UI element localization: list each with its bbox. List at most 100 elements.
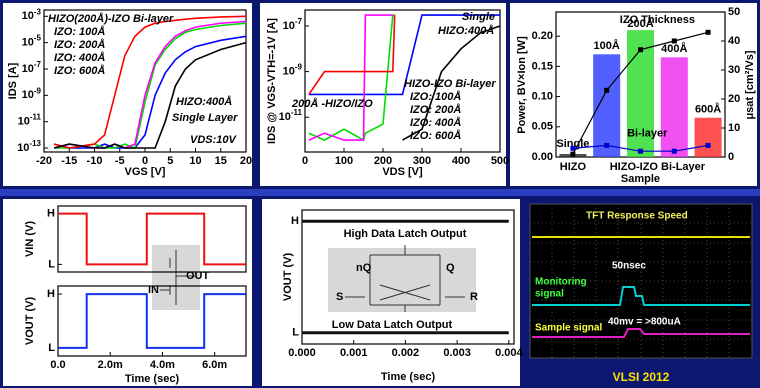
- scope-label: Sample signal: [535, 323, 602, 334]
- y-axis-label: Power, BV×Ion [W]: [516, 36, 528, 134]
- x-axis-label: VGS [V]: [125, 166, 166, 178]
- legend-entry: IZO: 600Å: [54, 64, 105, 77]
- annotation: VDS:10V: [190, 134, 238, 146]
- y-tick-label: 0.00: [532, 151, 553, 163]
- figure: TFT Response Speed 50nsec Monitoring sig…: [0, 0, 760, 388]
- y-tick-label: H: [291, 215, 299, 227]
- x-tick-label: 0.001: [340, 347, 368, 359]
- x-axis-label: Time (sec): [381, 371, 436, 383]
- y-tick-label: L: [292, 327, 299, 339]
- point: [570, 152, 575, 157]
- x-tick-label: 400: [452, 155, 470, 167]
- legend-entry: IZO: 200Å: [54, 38, 105, 51]
- legend-entry: IZO: 400Å: [410, 116, 461, 129]
- x-tick-label: -15: [61, 155, 77, 167]
- x-tick-label: 0.0: [50, 359, 65, 371]
- point: [706, 143, 711, 148]
- point: [638, 149, 643, 154]
- legend-title: HIZO-IZO Bi-layer: [404, 78, 496, 90]
- x-tick-label: 0.004: [495, 347, 523, 359]
- y2-tick-label: 50: [728, 6, 740, 18]
- y2-tick-label: 30: [728, 64, 740, 76]
- x-tick-label: 0.002: [392, 347, 420, 359]
- legend-title: HIZO(200Å)-IZO Bi-layer: [48, 12, 174, 25]
- group-label: HIZO-IZO Bi-Layer: [610, 161, 706, 173]
- x-axis-label: VDS [V]: [382, 166, 423, 178]
- bar-label: 400Å: [661, 42, 687, 55]
- scope-label: Monitoring: [535, 277, 587, 288]
- bar-label: 600Å: [695, 103, 721, 116]
- y-axis-label: IDS @ VGS-VTH=-1V [A]: [266, 18, 278, 144]
- x-axis-label: Sample: [621, 173, 660, 185]
- x-tick-label: 20: [240, 155, 252, 167]
- bar: [593, 54, 620, 157]
- x-tick-label: 100: [335, 155, 353, 167]
- legend-entry: IZO: 200Å: [410, 103, 461, 116]
- x-tick-label: -5: [115, 155, 125, 167]
- y-axis-label: VOUT (V): [24, 297, 36, 346]
- bar: [695, 118, 722, 157]
- y2-axis-label: μsat [cm²/Vs]: [744, 50, 756, 119]
- x-tick-label: 10: [189, 155, 201, 167]
- x-tick-label: 0.003: [443, 347, 471, 359]
- annotation: 200Å -HIZO/IZO: [291, 97, 373, 110]
- diagram-label: OUT: [186, 270, 210, 282]
- y2-tick-label: 10: [728, 122, 740, 134]
- x-tick-label: 5: [167, 155, 173, 167]
- x-tick-label: 0.000: [288, 347, 316, 359]
- x-tick-label: 6.0m: [202, 359, 227, 371]
- bar: [661, 57, 688, 157]
- chart-title: IZO Thickness: [620, 14, 695, 26]
- scope-label: 50nsec: [612, 261, 646, 272]
- x-tick-label: -10: [87, 155, 103, 167]
- x-tick-label: 15: [215, 155, 227, 167]
- legend-entry: IZO: 100Å: [410, 90, 461, 103]
- x-tick-label: 2.0m: [98, 359, 123, 371]
- annotation: Single: [462, 11, 495, 23]
- y-tick-label: 0.10: [532, 90, 553, 102]
- y-axis-label: IDS [A]: [7, 62, 19, 99]
- scope-label: 40mv = >800uA: [608, 317, 681, 328]
- point: [672, 39, 677, 44]
- y-tick-label: L: [48, 258, 55, 270]
- x-tick-label: -20: [36, 155, 52, 167]
- annotation: HIZO:400Å: [176, 95, 232, 108]
- y-tick-label: H: [47, 208, 55, 220]
- separator: [0, 189, 760, 196]
- annotation: HIZO:400Å: [438, 24, 494, 37]
- diagram-label: Q: [446, 262, 455, 274]
- y-tick-label: H: [47, 288, 55, 300]
- diagram-label: S: [336, 291, 343, 303]
- bar-label: 100Å: [594, 39, 620, 52]
- legend-entry: IZO: 100Å: [54, 25, 105, 38]
- x-tick-label: 4.0m: [150, 359, 175, 371]
- series-label: Bi-layer: [627, 127, 668, 139]
- scope-title: TFT Response Speed: [586, 211, 688, 222]
- y-tick-label: 0.05: [532, 121, 553, 133]
- y-axis-label: VOUT (V): [282, 253, 294, 302]
- legend-entry: IZO: 600Å: [410, 129, 461, 142]
- y-tick-label: 0.15: [532, 60, 553, 72]
- y2-tick-label: 0: [728, 151, 734, 163]
- footer: VLSI 2012: [613, 370, 670, 384]
- x-tick-label: 0: [302, 155, 308, 167]
- y2-tick-label: 40: [728, 35, 740, 47]
- y-tick-label: 0.20: [532, 30, 553, 42]
- annotation: Single Layer: [172, 112, 238, 124]
- scope-label: signal: [535, 289, 564, 300]
- annotation: High Data Latch Output: [344, 228, 467, 240]
- latch-diagram: [328, 245, 476, 312]
- point: [638, 47, 643, 52]
- x-axis-label: Time (sec): [125, 373, 180, 385]
- y-tick-label: L: [48, 342, 55, 354]
- diagram-label: nQ: [356, 262, 372, 274]
- point: [604, 143, 609, 148]
- group-label: HIZO: [560, 161, 587, 173]
- point: [604, 88, 609, 93]
- point: [706, 30, 711, 35]
- point: [570, 146, 575, 151]
- y-axis-label: VIN (V): [24, 221, 36, 257]
- diagram-label: R: [470, 291, 478, 303]
- y2-tick-label: 20: [728, 93, 740, 105]
- point: [672, 149, 677, 154]
